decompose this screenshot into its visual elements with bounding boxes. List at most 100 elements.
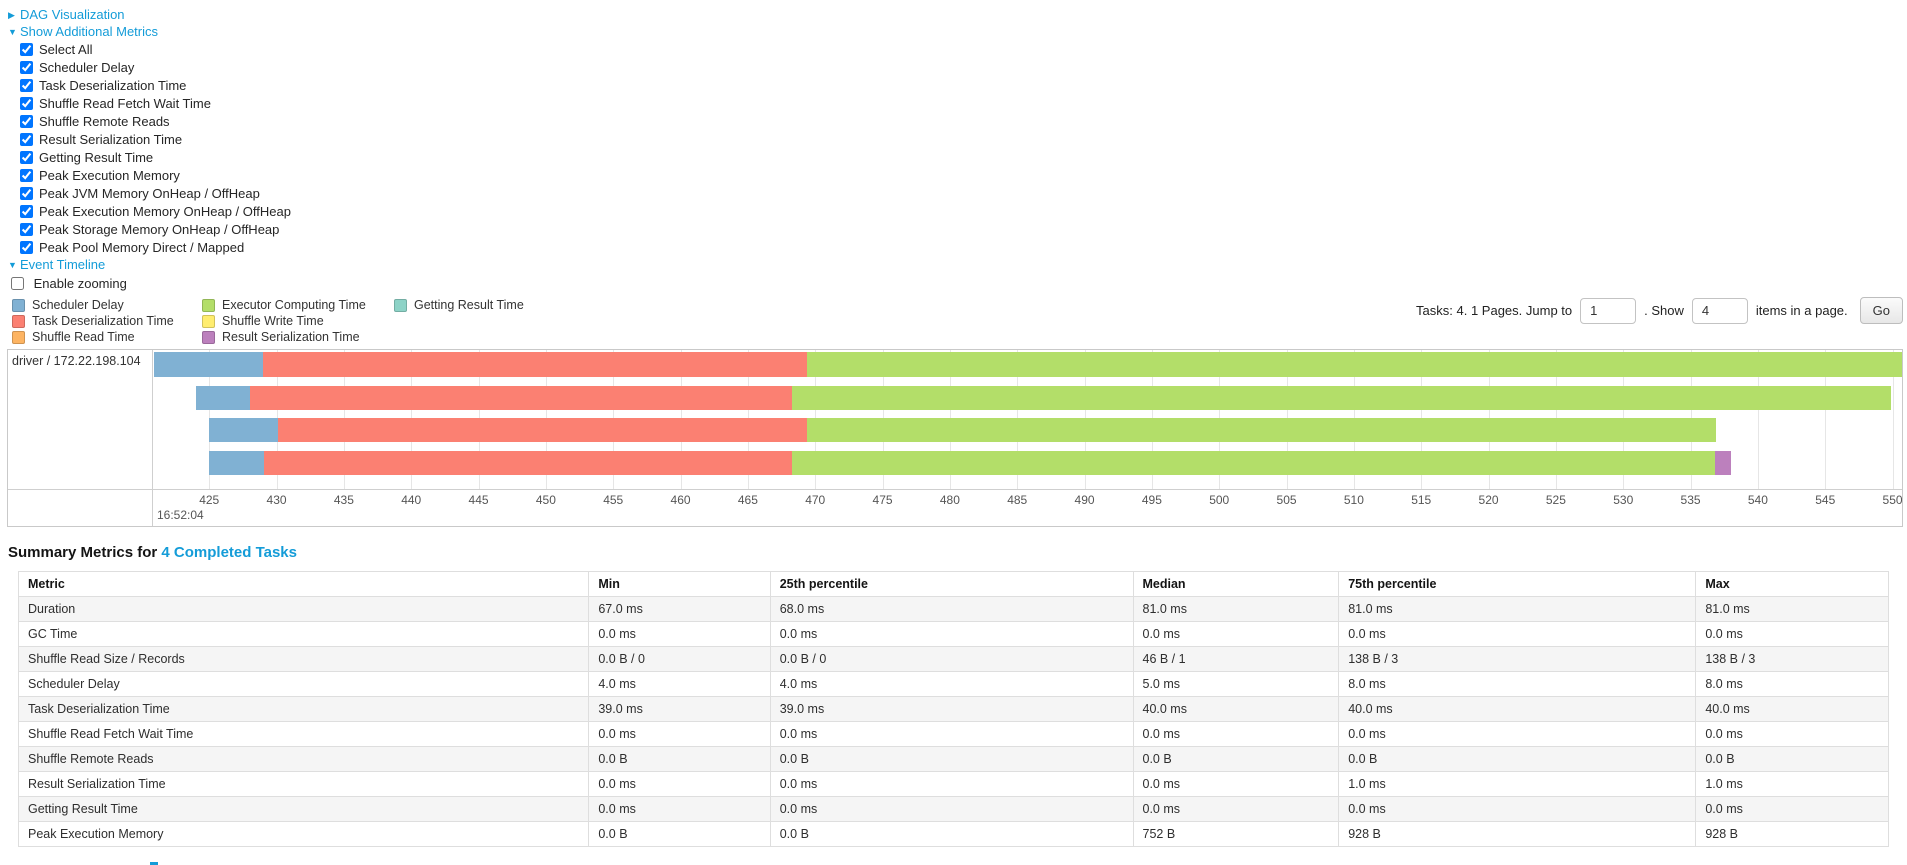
metric-value-cell: 0.0 ms — [1132, 796, 1340, 822]
metric-checkbox-shuffle-read-fetch-wait-time[interactable] — [20, 97, 33, 110]
go-button[interactable]: Go — [1859, 297, 1903, 324]
event-timeline-row: ▼ Event Timeline — [8, 257, 1907, 273]
timeline-tick-label: 485 — [1007, 493, 1028, 507]
task-bar-segment-executor_computing[interactable] — [792, 451, 1715, 475]
legend-label: Getting Result Time — [414, 298, 524, 312]
timeline-plot-area — [154, 350, 1902, 489]
jump-to-page-input[interactable] — [1580, 297, 1637, 324]
metric-checkbox-label: Getting Result Time — [39, 150, 154, 165]
legend-swatch-task_deserialization — [12, 314, 25, 328]
task-bar-segment-scheduler_delay[interactable] — [195, 386, 250, 410]
task-bar-segment-scheduler_delay[interactable] — [209, 418, 278, 442]
metric-value-cell: 0.0 B — [769, 746, 1134, 772]
metrics-checkbox-list: Select All Scheduler Delay Task Deserializ… — [8, 41, 1907, 257]
metric-value-cell: 752 B — [1132, 821, 1340, 847]
timeline-axis: 16:52:04 425 430 435 440 445 450 455 460 465 470 4… — [154, 489, 1902, 526]
metric-checkbox-shuffle-remote-reads[interactable] — [20, 115, 33, 128]
metric-value-cell: 0.0 B — [588, 746, 771, 772]
metric-value-cell: 39.0 ms — [588, 696, 771, 722]
task-bar-segment-executor_computing[interactable] — [792, 386, 1892, 410]
metric-value-cell: 0.0 B / 0 — [588, 646, 771, 672]
show-additional-metrics-link[interactable]: Show Additional Metrics — [20, 24, 159, 39]
metric-value-cell: 138 B / 3 — [1338, 646, 1697, 672]
metric-value-cell: 0.0 B — [769, 821, 1134, 847]
summary-metrics-heading: Summary Metrics for 4 Completed Tasks — [8, 544, 1907, 561]
task-bar-segment-scheduler_delay[interactable] — [154, 352, 264, 377]
metric-checkbox-label: Shuffle Read Fetch Wait Time — [39, 96, 211, 111]
legend-swatch-scheduler_delay — [12, 298, 25, 312]
show-additional-metrics-row: ▼ Show Additional Metrics — [8, 24, 1907, 40]
legend-item-shuffle_read: Shuffle Read Time — [12, 329, 202, 345]
metric-checkbox-label: Peak Pool Memory Direct / Mapped — [39, 240, 245, 255]
dag-visualization-link[interactable]: DAG Visualization — [20, 7, 125, 22]
metric-value-cell: 81.0 ms — [1132, 596, 1340, 622]
summary-metrics-table: Metric Min 25th percentile Median 75th perce… — [17, 571, 1889, 847]
metric-checkbox-row: Peak Execution Memory OnHeap / OffHeap — [20, 203, 1907, 221]
metric-checkbox-label: Task Deserialization Time — [39, 78, 187, 93]
task-bar-segment-task_deserialization[interactable] — [263, 352, 808, 377]
event-timeline-link[interactable]: Event Timeline — [20, 257, 106, 272]
timeline-tick-label: 465 — [737, 493, 758, 507]
metric-checkbox-row: Shuffle Remote Reads — [20, 113, 1907, 131]
summary-column-header: Max — [1695, 571, 1889, 597]
task-bar-segment-executor_computing[interactable] — [807, 352, 1902, 377]
task-bar-segment-scheduler_delay[interactable] — [209, 451, 265, 475]
metric-checkbox-row: Result Serialization Time — [20, 131, 1907, 149]
timeline-tick-label: 530 — [1613, 493, 1634, 507]
metric-checkbox-label: Peak Execution Memory — [39, 168, 180, 183]
dag-visualization-row: ▶ DAG Visualization — [8, 7, 1907, 23]
metric-checkbox-peak-storage-memory-onheap-offheap[interactable] — [20, 223, 33, 236]
metric-checkbox-scheduler-delay[interactable] — [20, 61, 33, 74]
summary-column-header: Metric — [17, 571, 590, 597]
next-section-link-clipped[interactable] — [150, 862, 158, 865]
completed-tasks-link[interactable]: 4 Completed Tasks — [161, 544, 297, 561]
metric-checkbox-task-deserialization-time[interactable] — [20, 79, 33, 92]
metric-checkbox-label: Peak Storage Memory OnHeap / OffHeap — [39, 222, 280, 237]
timeline-tick-label: 550 — [1882, 493, 1902, 507]
task-bar-segment-task_deserialization[interactable] — [264, 451, 793, 475]
metric-value-cell: 0.0 ms — [1338, 621, 1697, 647]
metric-value-cell: 0.0 ms — [769, 621, 1134, 647]
metric-checkbox-row: Peak JVM Memory OnHeap / OffHeap — [20, 185, 1907, 203]
metric-checkbox-row: Scheduler Delay — [20, 59, 1907, 77]
metric-checkbox-peak-pool-memory-direct-mapped[interactable] — [20, 241, 33, 254]
metric-value-cell: 0.0 ms — [588, 771, 771, 797]
metric-checkbox-peak-execution-memory[interactable] — [20, 169, 33, 182]
legend-label: Executor Computing Time — [222, 298, 366, 312]
page-size-input[interactable] — [1691, 297, 1748, 324]
items-in-page-label: items in a page. — [1755, 303, 1848, 318]
timeline-gridline — [1825, 350, 1827, 489]
metric-checkbox-label: Peak Execution Memory OnHeap / OffHeap — [39, 204, 291, 219]
enable-zooming-checkbox[interactable] — [11, 277, 24, 290]
legend-swatch-result_serialization — [202, 330, 215, 344]
legend-label: Task Deserialization Time — [32, 314, 174, 328]
metric-value-cell: 0.0 ms — [1338, 721, 1697, 747]
top-controls: ▶ DAG Visualization ▼ Show Additional Metr… — [0, 0, 1907, 293]
metric-checkbox-label: Peak JVM Memory OnHeap / OffHeap — [39, 186, 260, 201]
table-row: Shuffle Read Size / Records 0.0 B / 0 0.0 … — [17, 646, 1889, 672]
legend-swatch-shuffle_read — [12, 330, 25, 344]
metric-value-cell: 0.0 ms — [1132, 771, 1340, 797]
metric-checkbox-result-serialization-time[interactable] — [20, 133, 33, 146]
metric-checkbox-label: Result Serialization Time — [39, 132, 183, 147]
timeline-gridline — [1892, 350, 1894, 489]
metric-value-cell: 0.0 ms — [1132, 721, 1340, 747]
task-bar-segment-result_serialization[interactable] — [1714, 451, 1731, 475]
task-bar-segment-task_deserialization[interactable] — [277, 418, 808, 442]
task-bar-segment-executor_computing[interactable] — [807, 418, 1717, 442]
metric-checkbox-select-all[interactable] — [20, 43, 33, 56]
metric-value-cell: 4.0 ms — [588, 671, 771, 697]
summary-column-header: 25th percentile — [769, 571, 1134, 597]
metric-value-cell: 0.0 B — [1338, 746, 1697, 772]
task-bar-segment-task_deserialization[interactable] — [249, 386, 793, 410]
table-row: Shuffle Read Fetch Wait Time 0.0 ms 0.0 ms… — [17, 721, 1889, 747]
timeline-tick-label: 545 — [1815, 493, 1836, 507]
timeline-axis-line — [8, 489, 1902, 490]
metric-value-cell: 0.0 ms — [1338, 796, 1697, 822]
metric-checkbox-peak-execution-memory-onheap-offheap[interactable] — [20, 205, 33, 218]
metric-checkbox-getting-result-time[interactable] — [20, 151, 33, 164]
timeline-tick-label: 460 — [670, 493, 691, 507]
metric-name-cell: Peak Execution Memory — [17, 821, 590, 847]
metric-checkbox-peak-jvm-memory-onheap-offheap[interactable] — [20, 187, 33, 200]
tasks-page-info: Tasks: 4. 1 Pages. Jump to — [1416, 303, 1573, 318]
